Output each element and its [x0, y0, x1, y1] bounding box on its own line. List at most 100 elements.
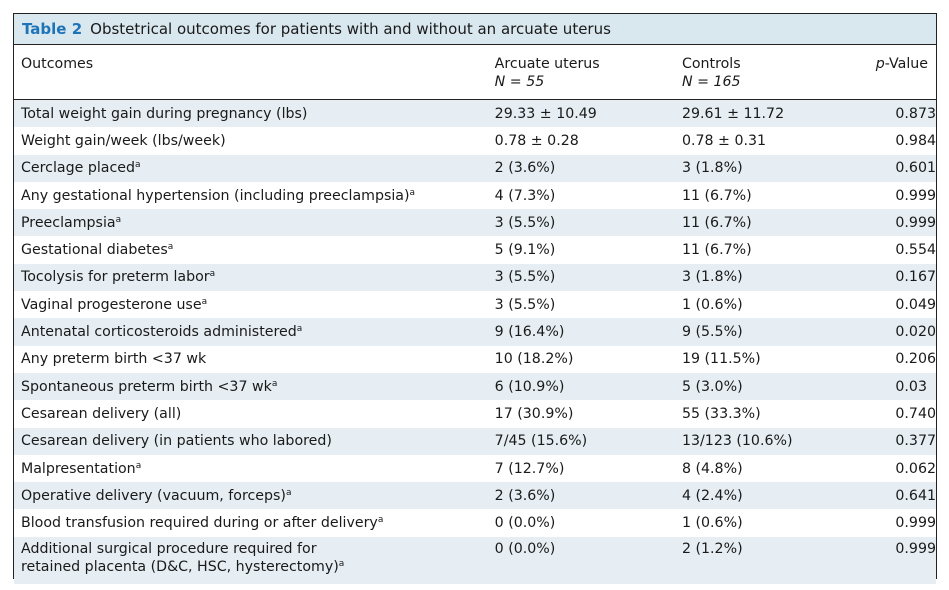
- cell-controls: 13/123 (10.6%): [674, 427, 856, 455]
- cell-outcome: Cesarean delivery (in patients who labor…: [14, 427, 488, 455]
- cell-outcome: Cesarean delivery (all): [14, 400, 488, 428]
- cell-arcuate: 0 (0.0%): [487, 536, 675, 584]
- cell-arcuate: 2 (3.6%): [487, 482, 675, 510]
- cell-pvalue: 0.999: [855, 536, 936, 584]
- footnote-marker: a: [285, 487, 292, 498]
- cell-controls: 1 (0.6%): [674, 291, 856, 319]
- outcome-label-line2: retained placenta (D&C, HSC, hysterectom…: [21, 558, 339, 575]
- cell-pvalue: 0.049: [855, 291, 936, 319]
- outcome-label: Preeclampsia: [21, 214, 116, 231]
- cell-controls: 19 (11.5%): [674, 345, 856, 373]
- outcome-label: Total weight gain during pregnancy (lbs): [21, 105, 308, 122]
- cell-outcome: Spontaneous preterm birth <37 wka: [14, 372, 488, 401]
- cell-arcuate: 3 (5.5%): [487, 291, 675, 319]
- cell-arcuate: 0.78 ± 0.28: [487, 127, 675, 155]
- cell-arcuate: 17 (30.9%): [487, 400, 675, 428]
- outcome-label: Tocolysis for preterm labor: [21, 269, 210, 286]
- header-arcuate-label: Arcuate uterus: [494, 56, 600, 72]
- pvalue-rest: -Value: [884, 56, 928, 72]
- outcome-label: Any gestational hypertension (including …: [21, 187, 410, 204]
- cell-controls: 55 (33.3%): [674, 400, 856, 428]
- cell-controls: 11 (6.7%): [674, 236, 856, 264]
- cell-outcome: Weight gain/week (lbs/week): [14, 127, 488, 155]
- cell-pvalue: 0.740: [855, 400, 936, 428]
- cell-pvalue: 0.020: [855, 318, 936, 346]
- cell-controls: 0.78 ± 0.31: [674, 127, 856, 155]
- cell-arcuate: 2 (3.6%): [487, 154, 675, 182]
- table-row: Preeclampsiaa 3 (5.5%) 11 (6.7%) 0.999: [14, 209, 936, 237]
- header-pvalue: p-Value: [855, 45, 936, 100]
- cell-controls: 1 (0.6%): [674, 509, 856, 537]
- cell-arcuate: 29.33 ± 10.49: [487, 99, 675, 128]
- outcome-label: Vaginal progesterone use: [21, 296, 202, 313]
- outcome-label: Operative delivery (vacuum, forceps): [21, 487, 286, 504]
- table-row: Cerclage placeda 2 (3.6%) 3 (1.8%) 0.601: [14, 154, 936, 182]
- outcome-label: Cesarean delivery (in patients who labor…: [21, 433, 332, 450]
- cell-pvalue: 0.873: [855, 99, 936, 128]
- outcome-label: Gestational diabetes: [21, 242, 168, 259]
- footnote-marker: a: [338, 558, 345, 569]
- table-row: Spontaneous preterm birth <37 wka 6 (10.9…: [14, 372, 936, 401]
- table-row: Total weight gain during pregnancy (lbs)…: [14, 99, 936, 128]
- cell-arcuate: 0 (0.0%): [487, 509, 675, 537]
- cell-arcuate: 7 (12.7%): [487, 454, 675, 483]
- table-row: Tocolysis for preterm labora 3 (5.5%) 3 (1…: [14, 263, 936, 292]
- outcome-label: Cesarean delivery (all): [21, 405, 182, 422]
- table-frame: Table 2 Obstetrical outcomes for patient…: [13, 13, 937, 584]
- cell-controls: 3 (1.8%): [674, 263, 856, 292]
- table-row: Cesarean delivery (in patients who labor…: [14, 427, 936, 455]
- table-row: Any preterm birth <37 wk 10 (18.2%) 19 (11…: [14, 345, 936, 373]
- footnote-marker: a: [201, 296, 208, 307]
- outcome-label: Spontaneous preterm birth <37 wk: [21, 378, 272, 395]
- footnote-marker: a: [135, 160, 141, 171]
- footnote-marker: a: [167, 242, 174, 253]
- cell-outcome: Any preterm birth <37 wk: [14, 345, 488, 373]
- header-outcomes: Outcomes: [14, 45, 488, 100]
- header-arcuate: Arcuate uterus N = 55: [487, 45, 675, 100]
- cell-outcome: Any gestational hypertension (including …: [14, 181, 488, 210]
- outcome-label: Any preterm birth <37 wk: [21, 351, 207, 368]
- cell-pvalue: 0.984: [855, 127, 936, 155]
- cell-pvalue: 0.206: [855, 345, 936, 373]
- cell-arcuate: 9 (16.4%): [487, 318, 675, 346]
- table-row: Additional surgical procedure required f…: [14, 536, 936, 584]
- outcome-label-line2-wrap: retained placenta (D&C, HSC, hysterectom…: [21, 558, 488, 576]
- cell-pvalue: 0.167: [855, 263, 936, 292]
- header-controls: Controls N = 165: [674, 45, 856, 100]
- cell-outcome: Cerclage placeda: [14, 154, 488, 182]
- cell-pvalue: 0.999: [855, 209, 936, 237]
- cell-outcome: Antenatal corticosteroids administereda: [14, 318, 488, 346]
- table-caption: Table 2 Obstetrical outcomes for patient…: [14, 14, 936, 45]
- cell-outcome: Operative delivery (vacuum, forceps)a: [14, 482, 488, 510]
- footnote-marker: a: [296, 324, 303, 335]
- cell-outcome: Gestational diabetesa: [14, 236, 488, 264]
- cell-controls: 3 (1.8%): [674, 154, 856, 182]
- footnote-marker: a: [115, 214, 122, 225]
- cell-arcuate: 4 (7.3%): [487, 181, 675, 210]
- cell-outcome: Total weight gain during pregnancy (lbs): [14, 99, 488, 128]
- cell-outcome: Vaginal progesterone usea: [14, 291, 488, 319]
- cell-controls: 11 (6.7%): [674, 209, 856, 237]
- cell-outcome: Malpresentationa: [14, 454, 488, 483]
- table-title: Obstetrical outcomes for patients with a…: [90, 20, 611, 38]
- cell-controls: 8 (4.8%): [674, 454, 856, 483]
- outcome-label: Cerclage placed: [21, 160, 136, 177]
- outcomes-table: Outcomes Arcuate uterus N = 55 Controls …: [14, 45, 936, 584]
- table-body: Total weight gain during pregnancy (lbs)…: [14, 99, 936, 584]
- cell-arcuate: 7/45 (15.6%): [487, 427, 675, 455]
- table-row: Gestational diabetesa 5 (9.1%) 11 (6.7%) 0.…: [14, 236, 936, 264]
- table-row: Cesarean delivery (all) 17 (30.9%) 55 (33.…: [14, 400, 936, 428]
- cell-controls: 5 (3.0%): [674, 372, 856, 401]
- outcome-label: Weight gain/week (lbs/week): [21, 132, 226, 149]
- pvalue-p-letter: p: [875, 56, 885, 72]
- header-arcuate-n: N = 55: [494, 74, 545, 90]
- outcome-label-line1: Additional surgical procedure required f…: [21, 540, 317, 557]
- table-row: Weight gain/week (lbs/week) 0.78 ± 0.28 0.…: [14, 127, 936, 155]
- header-controls-label: Controls: [681, 56, 741, 72]
- cell-pvalue: 0.601: [855, 154, 936, 182]
- cell-controls: 11 (6.7%): [674, 181, 856, 210]
- table-row: Malpresentationa 7 (12.7%) 8 (4.8%) 0.062: [14, 454, 936, 483]
- footnote-marker: a: [271, 378, 278, 389]
- cell-arcuate: 3 (5.5%): [487, 263, 675, 292]
- outcome-label: Malpresentation: [21, 460, 136, 477]
